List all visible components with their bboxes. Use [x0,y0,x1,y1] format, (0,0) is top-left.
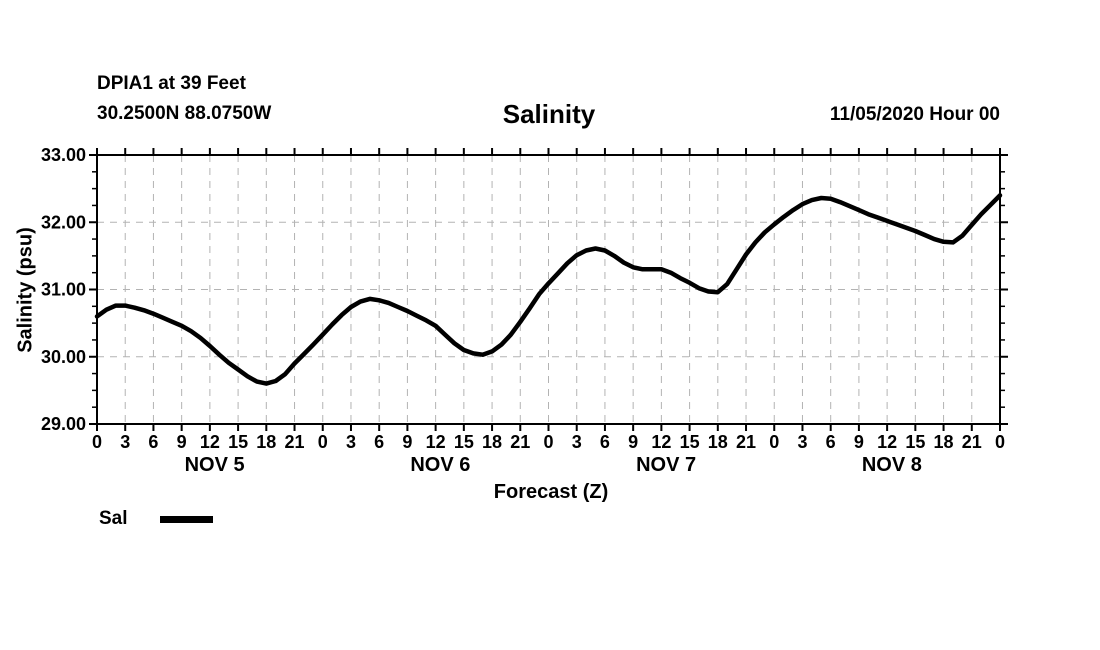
x-tick-label: 21 [962,432,982,452]
x-tick-label: 18 [708,432,728,452]
x-tick-label: 21 [510,432,530,452]
legend-line-swatch [160,516,213,523]
x-tick-label: 9 [402,432,412,452]
y-tick-label: 31.00 [41,280,86,300]
station-coordinates: 30.2500N 88.0750W [97,103,272,124]
legend-label: Sal [99,508,128,529]
x-tick-label: 12 [426,432,446,452]
y-tick-label: 29.00 [41,414,86,434]
x-tick-label: 9 [854,432,864,452]
x-tick-label: 21 [285,432,305,452]
x-tick-label: 12 [651,432,671,452]
x-tick-label: 18 [256,432,276,452]
x-tick-label: 21 [736,432,756,452]
legend: Sal [99,508,213,530]
x-tick-label: 18 [934,432,954,452]
day-label: NOV 5 [185,454,245,476]
day-label: NOV 7 [636,454,696,476]
x-tick-label: 6 [826,432,836,452]
x-tick-label: 3 [572,432,582,452]
x-tick-label: 0 [543,432,553,452]
x-tick-label: 15 [454,432,474,452]
x-tick-label: 15 [680,432,700,452]
day-label: NOV 6 [410,454,470,476]
x-tick-label: 9 [177,432,187,452]
x-tick-label: 3 [346,432,356,452]
x-tick-label: 6 [600,432,610,452]
x-tick-label: 0 [92,432,102,452]
x-tick-label: 0 [769,432,779,452]
y-axis-title: Salinity (psu) [14,227,37,353]
forecast-datetime: 11/05/2020 Hour 00 [829,104,1000,125]
x-tick-label: 0 [318,432,328,452]
x-tick-label: 0 [995,432,1005,452]
x-tick-label: 12 [877,432,897,452]
x-tick-label: 12 [200,432,220,452]
x-tick-label: 6 [374,432,384,452]
x-tick-label: 15 [228,432,248,452]
chart-title: Salinity [502,99,596,129]
x-tick-label: 6 [148,432,158,452]
x-tick-label: 15 [905,432,925,452]
day-label: NOV 8 [862,454,922,476]
salinity-line [94,193,1003,386]
x-tick-label: 3 [120,432,130,452]
y-tick-label: 33.00 [41,145,86,165]
x-tick-label: 18 [482,432,502,452]
x-axis-title: Forecast (Z) [493,481,609,503]
x-tick-label: 3 [797,432,807,452]
y-tick-label: 32.00 [41,212,86,232]
y-tick-label: 30.00 [41,347,86,367]
station-name: DPIA1 at 39 Feet [97,73,246,94]
x-tick-label: 9 [628,432,638,452]
